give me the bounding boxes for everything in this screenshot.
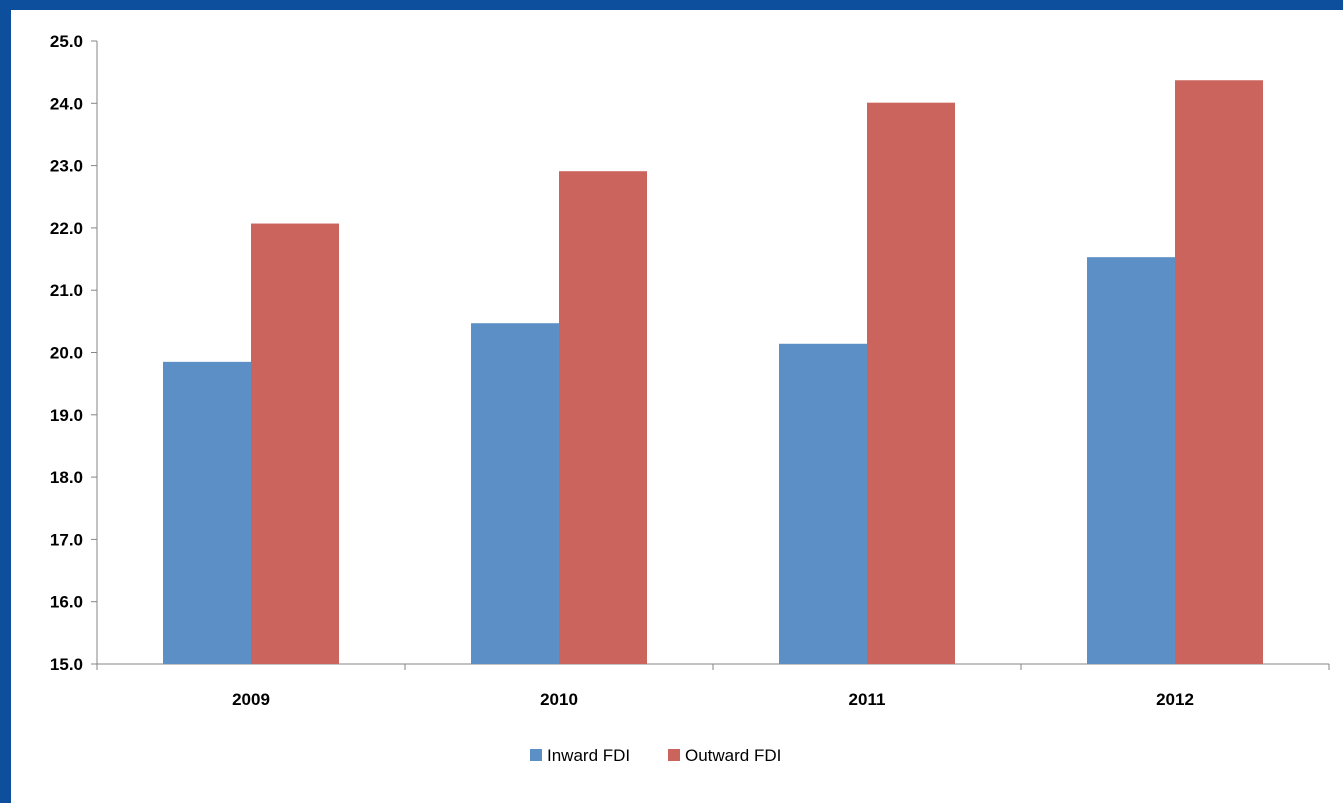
y-tick-label: 25.0 [50, 32, 83, 51]
x-tick-label: 2012 [1156, 690, 1194, 709]
bar-inward-fdi-2012 [1087, 257, 1175, 664]
y-tick-label: 24.0 [50, 94, 83, 113]
y-tick-label: 17.0 [50, 530, 83, 549]
y-tick-label: 16.0 [50, 593, 83, 612]
bar-outward-fdi-2011 [867, 102, 955, 664]
legend-label: Inward FDI [547, 746, 630, 765]
x-tick-label: 2010 [540, 690, 578, 709]
legend-swatch [668, 749, 680, 761]
y-tick-label: 20.0 [50, 344, 83, 363]
bar-inward-fdi-2011 [779, 343, 867, 664]
y-tick-label: 19.0 [50, 406, 83, 425]
bar-chart: 15.0 16.0 17.0 18.0 19.0 20.0 21.0 22.0 23.0 24.0… [50, 32, 1330, 765]
y-tick-label: 15.0 [50, 655, 83, 674]
bars [163, 80, 1263, 664]
tick-labels: 15.0 16.0 17.0 18.0 19.0 20.0 21.0 22.0 23.0 24.0… [50, 32, 1194, 709]
legend-swatch [530, 749, 542, 761]
legend: Inward FDI Outward FDI [530, 746, 781, 765]
y-tick-label: 18.0 [50, 468, 83, 487]
chart-frame: 15.0 16.0 17.0 18.0 19.0 20.0 21.0 22.0 23.0 24.0… [11, 10, 1343, 803]
y-tick-label: 23.0 [50, 157, 83, 176]
x-tick-label: 2011 [849, 690, 886, 709]
y-tick-label: 22.0 [50, 219, 83, 238]
y-tick-label: 21.0 [50, 281, 83, 300]
x-tick-label: 2009 [232, 690, 270, 709]
bar-inward-fdi-2010 [471, 323, 559, 664]
bar-outward-fdi-2009 [251, 223, 339, 664]
bar-outward-fdi-2010 [559, 171, 647, 664]
bar-inward-fdi-2009 [163, 361, 251, 664]
bar-outward-fdi-2012 [1175, 80, 1263, 664]
legend-label: Outward FDI [685, 746, 781, 765]
